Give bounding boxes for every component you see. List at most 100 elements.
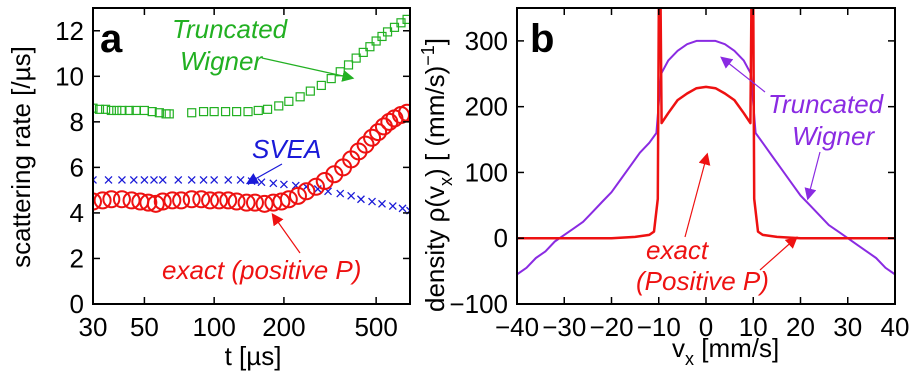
data-point [269,179,278,188]
data-point [104,175,113,184]
x-tick-label: 0 [699,312,713,342]
x-tick-label: −40 [495,312,539,342]
data-point [305,86,315,96]
data-point [315,172,334,191]
data-point [94,104,105,114]
data-point [153,192,172,211]
x-tick-label: −30 [542,312,586,342]
annot-b-tw-arrow-top [720,56,766,93]
annot-b-exact-arrow-right [759,236,798,271]
data-point [140,175,149,184]
data-point [274,101,284,111]
annot-b-exact-line2: (Positive P) [636,266,769,296]
data-point [129,175,138,184]
data-point [93,192,102,211]
data-point [236,175,245,184]
data-point [93,103,98,113]
data-point [368,197,376,206]
data-point [163,191,182,210]
x-tick-label: 500 [354,312,397,342]
annot-b-tw-line2: Wigner [792,121,875,151]
y-tick-label: 6 [70,152,84,182]
data-point [210,191,229,210]
data-point [306,177,325,196]
panel-a: 30 50 100 200 500 0 2 4 6 8 10 12 a t [µs] scatteri… [6,7,411,371]
panel-b-letter: b [530,17,554,61]
y-tick-label: 4 [70,198,84,228]
data-point [219,191,238,210]
y-tick-label: 0 [70,289,84,319]
data-point [398,204,407,213]
data-point [158,175,167,184]
annot-b-tw-line1: Truncated [768,89,885,119]
data-point [297,182,316,201]
x-tick-label: −10 [637,312,681,342]
data-point [102,190,121,209]
data-point [93,191,112,210]
data-point [182,190,201,209]
data-point [164,109,174,119]
data-point [210,175,219,184]
series-square [93,14,410,119]
data-point [257,178,266,187]
data-point [347,191,356,200]
data-point [227,192,246,211]
x-tick-label: 10 [739,312,768,342]
data-point [100,104,111,114]
data-point [343,60,354,70]
data-point [316,80,326,91]
data-point [122,191,141,210]
annot-svea-arrow [245,163,283,185]
data-point [117,105,127,116]
data-point [363,128,382,147]
data-point [358,47,368,58]
y-tick-label: 10 [55,61,84,91]
y-tick-label: −100 [449,289,508,319]
data-point [192,190,211,209]
series-line [517,8,895,240]
x-tick-label: 20 [786,312,815,342]
y-tick-label: 2 [70,243,84,273]
data-point [243,106,253,117]
data-point [253,105,263,116]
data-point [112,105,122,116]
data-point [245,193,264,212]
data-point [139,105,150,116]
x-tick-label: 100 [192,312,235,342]
data-point [139,193,158,212]
data-point [388,202,397,211]
data-point [224,175,233,184]
data-point [336,189,345,198]
annot-tw-arrow [261,57,355,82]
data-point [272,192,291,211]
data-point [378,199,386,208]
annot-tw-line1: Truncated [172,14,289,44]
annot-b-exact-line1: exact [646,235,710,265]
data-point [112,190,131,209]
data-point [356,135,375,154]
data-point [295,92,305,102]
y-tick-label: 8 [70,107,84,137]
data-point [198,106,209,117]
data-point [279,180,288,189]
y-tick-label: 100 [465,157,508,187]
data-point [124,105,134,116]
data-point [232,106,242,117]
data-point [187,108,197,118]
data-point [255,194,274,213]
data-point [220,106,231,117]
x-tick-label: 50 [130,312,159,342]
annot-tw-line2: Wigner [180,46,263,76]
data-point [237,193,256,212]
x-tick-label: 40 [881,312,910,342]
annot-exact-a: exact (positive P) [162,255,361,285]
annot-svea: SVEA [252,134,321,164]
data-point [356,195,365,204]
data-point [365,42,375,52]
data-point [117,175,126,184]
series-line [517,39,895,276]
panel-a-xlabel: t [µs] [225,341,282,371]
data-point [369,123,388,142]
data-point [288,186,307,205]
